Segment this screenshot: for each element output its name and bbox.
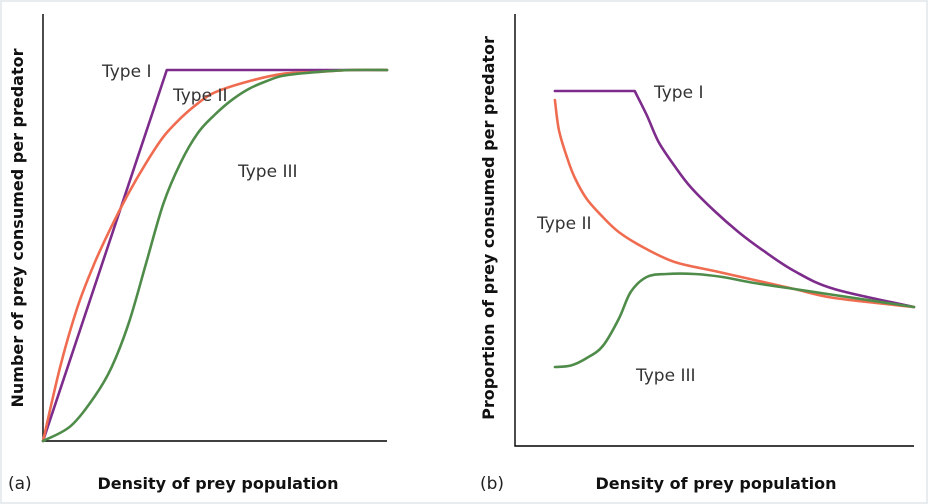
panel-b-type1-label: Type I (653, 83, 703, 103)
panel-a-type1-label: Type I (101, 62, 151, 82)
panel-a-type2-line (41, 68, 389, 443)
panel-a-ylabel: Number of prey consumed per predator (8, 48, 27, 407)
panel-b-xlabel: Density of prey population (596, 474, 837, 493)
panel-a-xlabel: Density of prey population (98, 474, 339, 493)
panel-b: Type I Type II Type III Proportion of pr… (479, 14, 916, 494)
panel-a-tag: (a) (8, 474, 32, 494)
panel-a-type3-line (41, 68, 389, 443)
panel-b-tag: (b) (480, 474, 504, 494)
panel-b-axes (514, 14, 914, 447)
panel-a-type1-line (41, 68, 389, 443)
panel-a-type3-label: Type III (237, 162, 298, 182)
panel-b-type3-label: Type III (635, 366, 696, 386)
panel-a-type2-label: Type II (172, 86, 227, 106)
panel-a: Type I Type II Type III Number of prey c… (8, 14, 389, 494)
panel-b-ylabel: Proportion of prey consumed per predator (479, 36, 498, 420)
panel-b-type3-line (553, 272, 916, 369)
panel-a-axes (42, 14, 387, 442)
panel-b-type1-line (553, 89, 916, 309)
panel-b-type2-label: Type II (536, 214, 591, 234)
panel-b-type2-line (553, 98, 916, 309)
